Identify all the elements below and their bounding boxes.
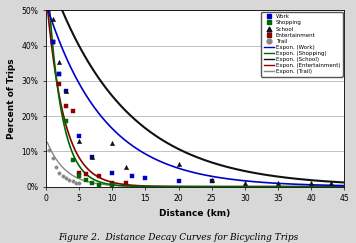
Point [142,176,148,180]
Point [83,178,89,182]
Point [109,141,115,145]
Point [50,17,56,21]
Point [56,60,62,63]
Point [123,165,129,169]
Point [209,178,215,182]
Point [129,174,135,178]
Point [70,179,75,183]
Point [63,120,69,123]
Point [56,171,62,174]
Point [76,171,82,174]
Legend: Work, Shopping, School, Entertainment, Trail, Expon. (Work), Expon. (Shopping), : Work, Shopping, School, Entertainment, T… [261,12,342,77]
Point [83,172,89,176]
Point [109,171,115,174]
Point [60,174,66,178]
Point [63,90,69,94]
Point [90,181,95,185]
Point [96,183,102,187]
Point [76,139,82,143]
Point [63,90,69,94]
Text: Figure 2.  Distance Decay Curves for Bicycling Trips: Figure 2. Distance Decay Curves for Bicy… [58,233,298,242]
Point [96,174,102,178]
Point [70,109,75,113]
Point [73,181,79,185]
Point [66,178,72,182]
Point [70,158,75,162]
Point [47,148,52,152]
Y-axis label: Percent of Trips: Percent of Trips [7,58,16,139]
X-axis label: Distance (km): Distance (km) [159,209,231,218]
Point [76,174,82,178]
Point [90,155,95,159]
Point [109,181,115,185]
Point [176,179,181,183]
Point [328,181,334,185]
Point [76,181,82,185]
Point [176,162,181,166]
Point [53,165,59,169]
Point [90,155,95,159]
Point [209,179,215,183]
Point [63,176,69,180]
Point [56,83,62,87]
Point [76,134,82,138]
Point [50,40,56,44]
Point [123,181,129,185]
Point [242,181,248,185]
Point [63,104,69,108]
Point [50,40,56,44]
Point [275,181,281,185]
Point [308,181,314,185]
Point [56,72,62,76]
Point [50,40,56,44]
Point [56,72,62,76]
Point [50,156,56,160]
Point [109,183,115,187]
